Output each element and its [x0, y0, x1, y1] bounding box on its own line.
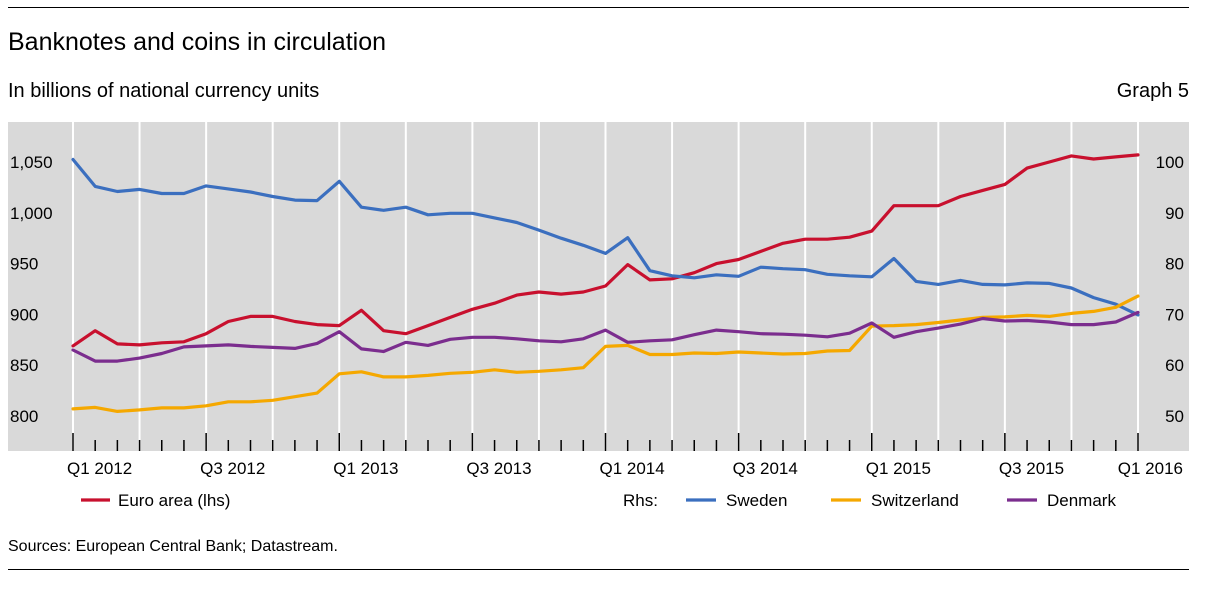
series-line-denmark: [71, 310, 1140, 363]
gridlines: [72, 122, 1139, 451]
x-axis-label: Q1 2014: [600, 459, 665, 478]
left-axis-label: 1,000: [10, 204, 53, 223]
left-axis-label: 800: [10, 407, 38, 426]
x-axis-label: Q3 2013: [466, 459, 531, 478]
x-axis-labels: Q1 2012 Q3 2012 Q1 2013 Q3 2013 Q1 2014 Q3 20…: [67, 459, 1183, 478]
x-axis-label: Q3 2014: [733, 459, 798, 478]
left-axis-labels: 800 850 900 950 1,000 1,050: [10, 153, 53, 426]
legend-label-sweden: Sweden: [726, 491, 787, 510]
x-axis-label: Q1 2013: [333, 459, 398, 478]
right-axis-label: 80: [1165, 255, 1184, 274]
top-rule: [8, 7, 1189, 8]
left-axis-label: 900: [10, 305, 38, 324]
x-axis-label: Q3 2015: [999, 459, 1064, 478]
right-axis-label: 90: [1165, 204, 1184, 223]
x-axis-label: Q1 2016: [1118, 459, 1183, 478]
legend: Euro area (lhs) Rhs: Sweden Switzerland Denm…: [81, 491, 1116, 510]
sources-note: Sources: European Central Bank; Datastre…: [8, 538, 338, 555]
x-axis-label: Q1 2015: [866, 459, 931, 478]
series-line-sweden: [71, 157, 1140, 317]
left-axis-label: 850: [10, 356, 38, 375]
left-axis-label: 1,050: [10, 153, 53, 172]
right-axis-label: 60: [1165, 356, 1184, 375]
left-axis-label: 950: [10, 255, 38, 274]
chart-title: Banknotes and coins in circulation: [8, 28, 387, 56]
bottom-rule: [8, 569, 1189, 570]
x-axis-ticks: [72, 433, 1139, 451]
series-line-euro_area: [71, 153, 1140, 348]
right-axis-label: 100: [1156, 153, 1184, 172]
chart-subtitle: In billions of national currency units: [8, 80, 320, 102]
right-axis-label: 70: [1165, 305, 1184, 324]
x-axis-label: Q1 2012: [67, 459, 132, 478]
legend-rhs-prefix: Rhs:: [623, 491, 658, 510]
series-lines: [71, 153, 1140, 413]
series-line-switzerland: [71, 294, 1140, 413]
right-axis-label: 50: [1165, 407, 1184, 426]
legend-label-denmark: Denmark: [1047, 491, 1116, 510]
line-chart: 800 850 900 950 1,000 1,050 50 60 70 80 90 100 Q1 …: [8, 122, 1189, 510]
right-axis-labels: 50 60 70 80 90 100: [1156, 153, 1184, 426]
graph-number-label: Graph 5: [1116, 80, 1189, 102]
legend-label-switzerland: Switzerland: [871, 491, 959, 510]
legend-label-euro-area: Euro area (lhs): [118, 491, 230, 510]
x-axis-label: Q3 2012: [200, 459, 265, 478]
